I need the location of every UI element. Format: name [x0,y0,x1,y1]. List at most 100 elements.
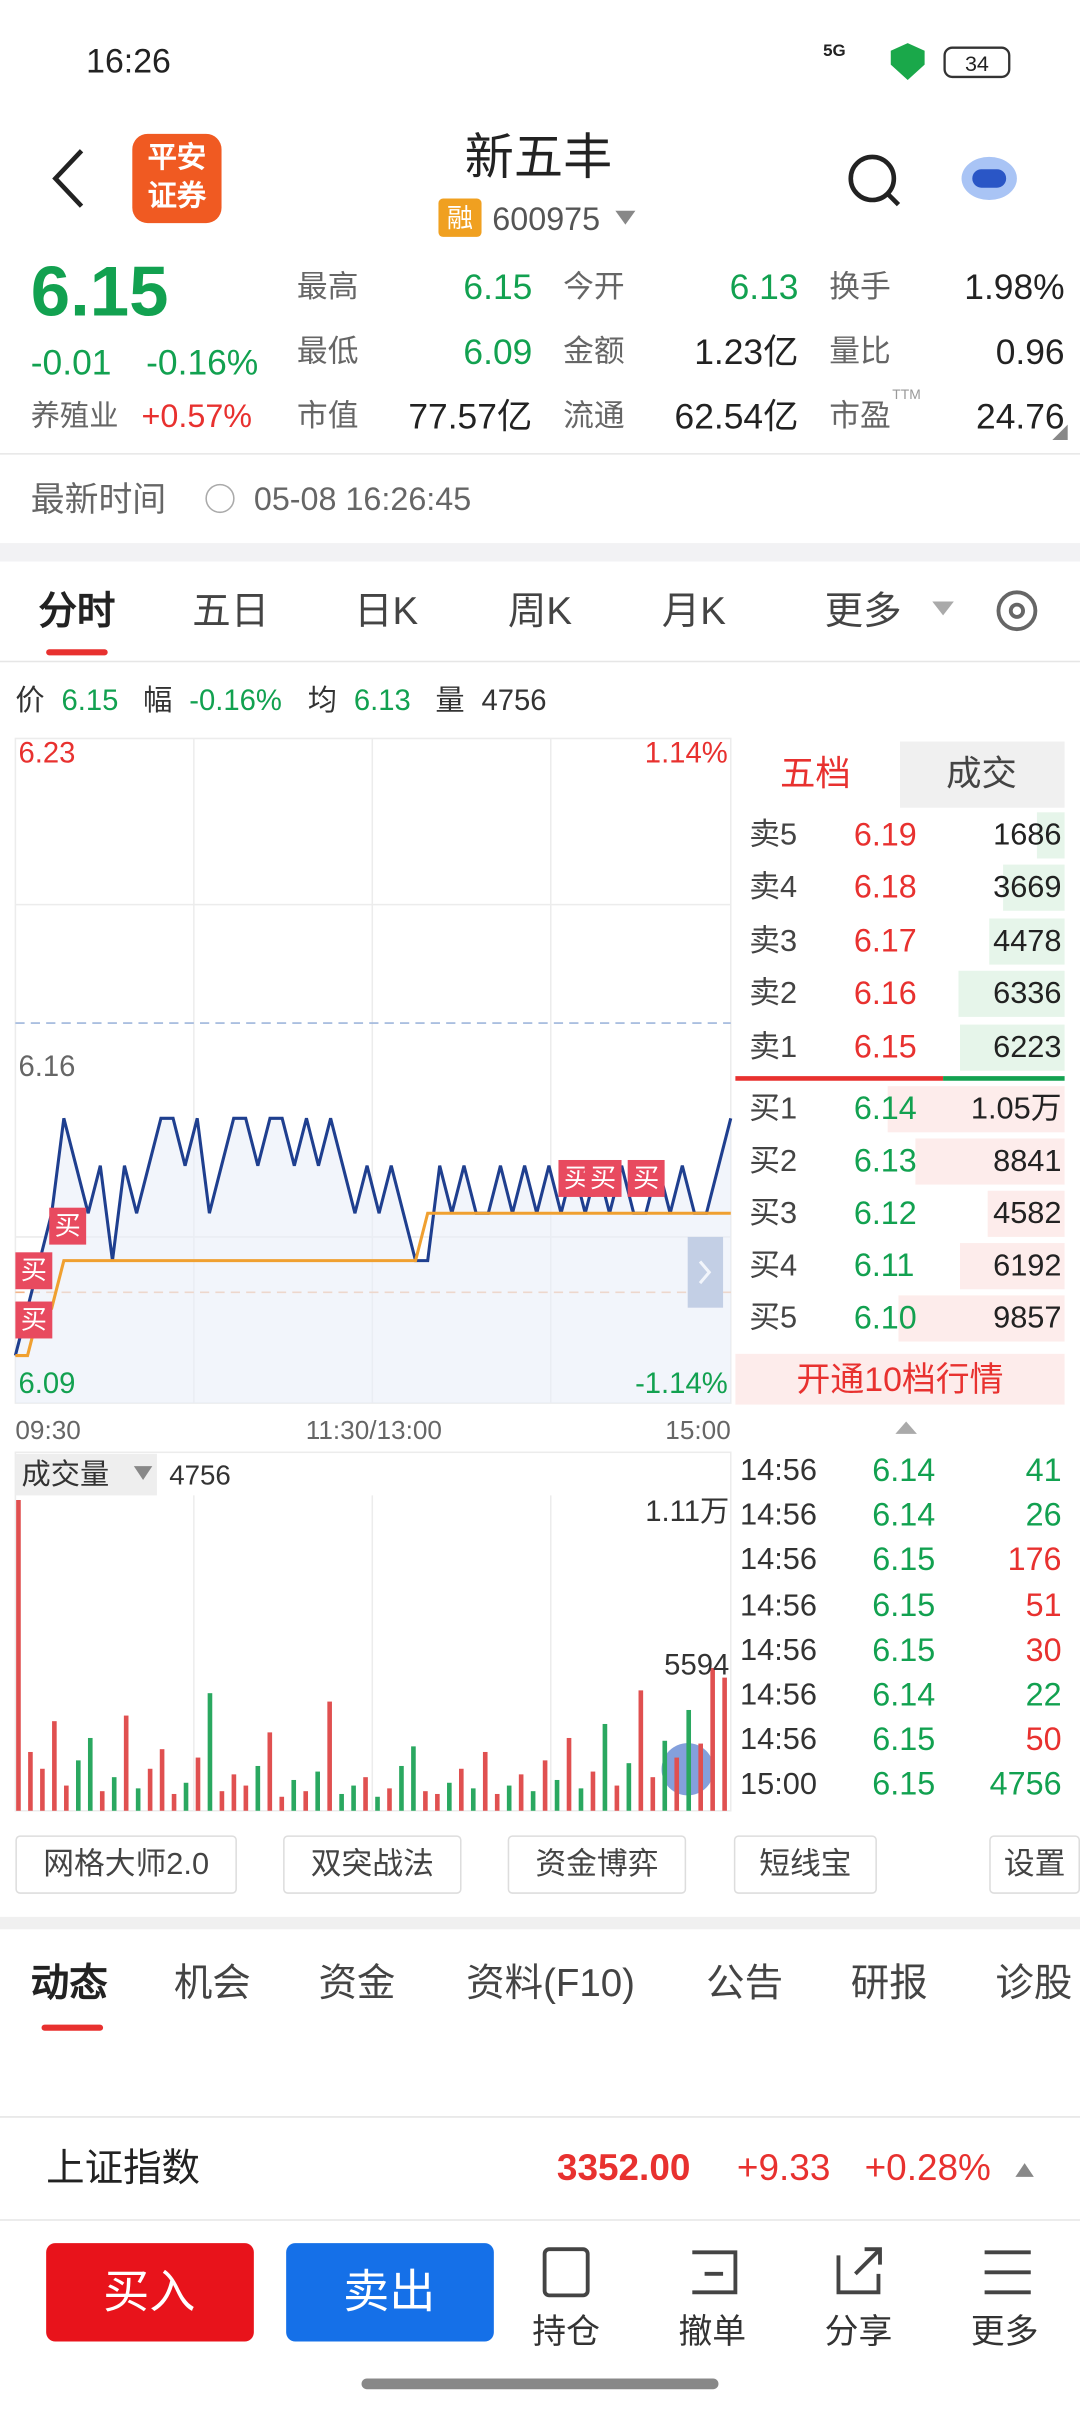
volume-bar [40,1768,45,1811]
promo-bg[interactable] [735,1353,1065,1405]
depth-bar [959,1023,1065,1071]
info-label: 幅 [143,685,173,718]
info-label: 量 [435,685,465,718]
volume-bar [147,1768,153,1811]
volume-bar [231,1774,237,1811]
stat-label: 换手 [829,270,891,305]
sell-button-bg[interactable] [286,2243,494,2342]
buy-button-bg[interactable] [46,2243,254,2342]
news-tab[interactable]: 诊股 [995,1962,1073,2006]
tool-button[interactable] [989,1835,1080,1894]
chart-tab[interactable]: 分时 [38,589,116,634]
tool-button[interactable] [733,1835,877,1894]
volume-bar [506,1785,512,1811]
volume-bar [159,1749,165,1811]
logo-bg [132,133,222,224]
chart-tab[interactable]: 更多 [824,589,902,634]
search-icon[interactable] [848,154,897,203]
volume-bar [614,1785,620,1811]
tool-button[interactable] [507,1835,687,1894]
book-tab[interactable]: 五档 [779,753,851,794]
tab-underline [46,649,108,656]
action-label[interactable]: 分享 [824,2312,893,2351]
battery-level: 34 [964,50,989,76]
tab-bg [899,741,1065,808]
news-tab[interactable]: 资金 [318,1962,396,2006]
chart-tab[interactable]: 五日 [192,589,270,634]
stat-label: 今开 [563,270,625,305]
volume-bar [399,1765,404,1811]
book-volume: 9857 [993,1302,1062,1336]
index-name: 上证指数 [46,2146,201,2190]
sell-button[interactable]: 卖出 [343,2267,436,2319]
trade-time: 14:56 [739,1633,818,1668]
action-label[interactable]: 撤单 [678,2312,747,2351]
cancel-icon[interactable] [692,2250,738,2295]
buy-marker [584,1159,622,1197]
info-value: 6.13 [353,685,411,718]
volume-bar [315,1771,320,1811]
depth-bar [960,1243,1065,1290]
dropdown-icon[interactable] [615,210,636,225]
logo-text: 平安 [147,142,207,175]
volume-bar [111,1777,117,1811]
book-label: 卖2 [749,977,798,1012]
news-tab[interactable]: 机会 [173,1962,251,2006]
news-tab[interactable]: 公告 [706,1962,784,2006]
volume-bar [363,1777,368,1811]
volume-label: 成交量 [21,1459,110,1492]
volume-bar [578,1788,584,1811]
trade-time: 14:56 [739,1723,818,1758]
share-icon[interactable] [836,2247,882,2295]
chart-tab[interactable]: 日K [354,589,419,634]
chart-tab[interactable]: 月K [661,589,726,634]
stock-code: 600975 [492,202,601,238]
tool-button[interactable] [283,1835,462,1894]
tool-label: 双突战法 [310,1847,434,1882]
settings-icon[interactable] [996,590,1038,632]
volume-tick-label: 5594 [664,1650,730,1683]
volume-selector[interactable] [15,1453,157,1496]
margin-tag: 融 [446,203,474,234]
volume-bar [219,1791,225,1811]
book-label: 买1 [749,1092,798,1127]
news-tab[interactable]: 资料(F10) [466,1962,635,2006]
news-tab[interactable]: 动态 [30,1962,108,2006]
volume-bar [183,1782,189,1811]
book-tab[interactable]: 成交 [946,753,1017,794]
back-icon[interactable] [52,149,84,208]
book-price: 6.13 [853,1143,917,1180]
y-tick-label: 6.16 [18,1051,76,1084]
trade-price: 6.15 [872,1632,936,1669]
index-change: +9.33 [736,2147,831,2190]
info-value: 6.15 [61,685,119,718]
buy-button[interactable]: 买入 [103,2267,196,2319]
volume-bar [423,1791,428,1811]
promo[interactable]: 开通10档行情 [796,1359,1004,1399]
action-label[interactable]: 更多 [970,2312,1039,2351]
collapse-icon[interactable] [895,1421,917,1434]
book-price: 6.15 [853,1029,917,1065]
volume-bar [52,1721,57,1811]
book-volume: 6336 [993,977,1062,1012]
volume-bar [638,1690,644,1811]
trade-time: 14:56 [739,1588,818,1623]
more-icon[interactable] [984,2250,1031,2295]
action-label[interactable]: 持仓 [532,2312,601,2351]
volume-bar [674,1757,680,1811]
book-label: 卖5 [749,818,798,853]
book-price: 6.16 [853,976,917,1012]
volume-bar [494,1793,500,1811]
chart-tab[interactable]: 周K [507,589,573,634]
depth-bar [1002,865,1065,912]
expand-icon[interactable] [1015,2163,1034,2177]
news-tab[interactable]: 研报 [850,1962,928,2006]
trade-volume: 51 [1025,1587,1062,1624]
position-icon[interactable] [542,2247,590,2298]
depth-bar [1036,812,1065,859]
book-label: 卖4 [749,871,798,906]
volume-bar [447,1782,452,1811]
tool-button[interactable] [15,1835,237,1894]
